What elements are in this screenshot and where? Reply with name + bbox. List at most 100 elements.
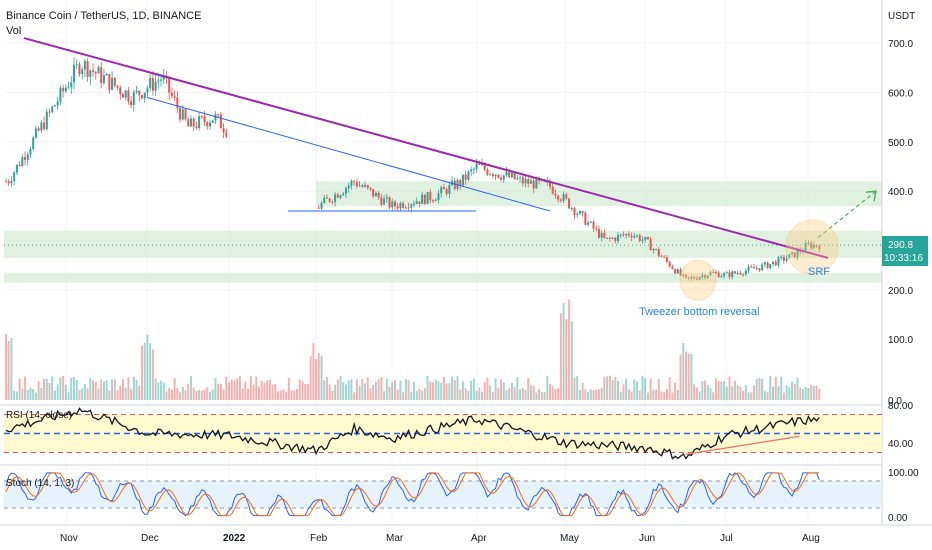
candle-body [404, 207, 407, 209]
candle-body [94, 71, 97, 74]
candle-body [668, 261, 671, 267]
volume-bar [34, 392, 37, 400]
candle-body [576, 213, 579, 215]
volume-bar [380, 376, 383, 400]
volume-bar [70, 378, 73, 400]
price-tick-label: 400.0 [888, 187, 913, 198]
volume-bar [372, 384, 375, 400]
zone-3 [4, 272, 882, 283]
candle-body [464, 174, 467, 180]
candle-body [657, 249, 660, 256]
volume-bar [312, 343, 315, 400]
candle-body [170, 92, 173, 96]
volume-bar [203, 389, 206, 400]
candle-body [723, 273, 726, 277]
volume-bar [304, 384, 307, 400]
volume-bar [358, 385, 361, 400]
candle-body [532, 180, 535, 189]
candle-body [698, 277, 701, 280]
candle-body [124, 90, 127, 98]
volume-bar [119, 386, 122, 400]
volume-bar [404, 379, 407, 400]
candle-body [121, 94, 124, 98]
volume-bar [121, 379, 124, 400]
volume-bar [138, 385, 141, 400]
volume-bar [815, 385, 818, 400]
volume-bar [181, 386, 184, 400]
candle-body [415, 201, 418, 204]
candle-body [37, 128, 40, 131]
candle-body [108, 74, 111, 90]
candle-body [717, 272, 720, 278]
volume-bar [51, 376, 54, 400]
candle-body [622, 234, 625, 236]
volume-bar [252, 384, 255, 400]
candle-body [508, 171, 511, 178]
candle-body [777, 257, 780, 266]
candle-body [774, 261, 777, 266]
volume-bar [595, 389, 598, 400]
volume-bar [584, 389, 587, 400]
volume-bar [445, 383, 448, 400]
candle-body [445, 189, 448, 194]
volume-bar [516, 376, 519, 400]
wedge-trendline [146, 96, 551, 212]
candle-body [78, 64, 81, 74]
volume-bar [521, 387, 524, 400]
candle-body [630, 235, 633, 238]
volume-bar [614, 377, 617, 400]
candle-body [633, 235, 636, 238]
volume-bar [440, 382, 443, 400]
volume-bar [685, 351, 687, 400]
volume-bar [636, 381, 639, 400]
volume-bar [714, 378, 717, 400]
candle-body [627, 233, 630, 236]
volume-bar [187, 383, 190, 400]
volume-bar [176, 387, 179, 400]
volume-bar [336, 379, 339, 400]
volume-bar [589, 389, 592, 400]
date-tick-label: May [560, 533, 579, 544]
volume-bar [505, 390, 508, 400]
volume-bar [143, 342, 146, 400]
volume-bar [59, 377, 62, 400]
volume-bar [693, 384, 696, 400]
volume-bar [625, 378, 628, 400]
volume-bar [328, 384, 331, 400]
candle-body [217, 114, 220, 116]
candle-body [565, 194, 568, 199]
volume-bar [682, 343, 685, 400]
candle-body [127, 90, 130, 102]
volume-bar [149, 343, 152, 400]
candle-body [97, 67, 100, 74]
candle-body [636, 235, 639, 237]
candle-body [187, 119, 190, 127]
volume-bar [717, 380, 720, 400]
volume-bar [301, 381, 304, 400]
candle-body [791, 252, 794, 255]
candle-body [780, 256, 783, 258]
candle-body [706, 275, 709, 278]
candle-body [410, 204, 413, 208]
candle-body [32, 137, 35, 150]
volume-bar [510, 382, 513, 400]
volume-bar [350, 379, 353, 400]
candle-body [385, 197, 388, 199]
candle-body [135, 90, 138, 93]
candle-body [772, 261, 775, 264]
volume-bar [219, 383, 222, 400]
candle-body [753, 266, 755, 269]
volume-bar [263, 383, 266, 400]
candle-body [413, 203, 415, 205]
volume-bar [429, 381, 432, 400]
candle-body [685, 274, 687, 278]
volume-bar [113, 379, 116, 400]
price-tick-label: 600.0 [888, 88, 913, 99]
candle-body [486, 169, 489, 175]
price-axis: 200.0300.0400.0500.0600.0700.00.0100.040… [60, 39, 919, 544]
candle-body [483, 164, 486, 170]
volume-bar [739, 386, 742, 400]
candle-body [557, 195, 560, 200]
volume-bar [780, 376, 783, 400]
volume-bar [706, 385, 709, 400]
